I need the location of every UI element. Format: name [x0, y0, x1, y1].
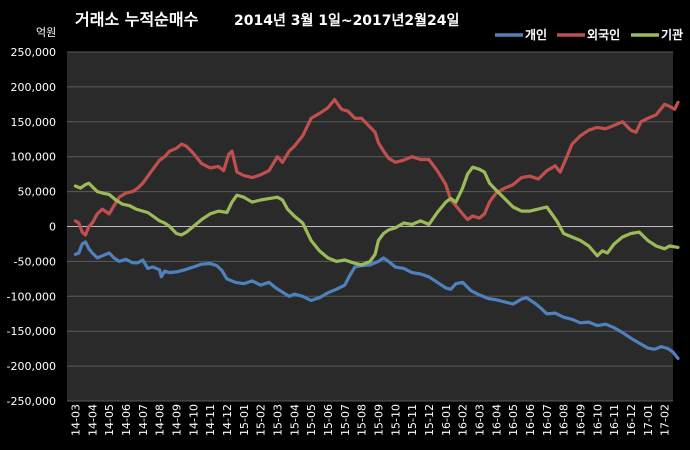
- x-tick-label: 14-06: [120, 404, 133, 436]
- y-tick-label: -50,000: [14, 255, 56, 268]
- x-tick-label: 16-07: [541, 404, 554, 436]
- x-tick-label: 16-03: [473, 404, 486, 436]
- y-axis-unit-label: 억원: [36, 26, 56, 39]
- x-tick-label: 15-07: [339, 404, 352, 436]
- x-tick-label: 16-08: [558, 404, 571, 436]
- legend: 개인 외국인 기관: [495, 27, 683, 42]
- series-lines: [73, 97, 680, 360]
- x-tick-label: 15-05: [305, 404, 318, 436]
- x-tick-label: 16-10: [591, 404, 604, 436]
- y-tick-label: 250,000: [11, 46, 57, 59]
- legend-label-0: 개인: [525, 27, 547, 42]
- x-tick-label: 15-08: [356, 404, 369, 436]
- x-tick-label: 16-01: [440, 404, 453, 436]
- x-tick-label: 15-04: [288, 404, 301, 436]
- legend-label-2: 기관: [661, 27, 683, 42]
- y-tick-label: -250,000: [7, 395, 56, 408]
- series-line-0: [73, 240, 680, 360]
- x-tick-label: 14-11: [204, 404, 217, 436]
- y-tick-label: -150,000: [7, 325, 56, 338]
- x-tick-label: 17-01: [642, 404, 655, 436]
- y-tick-label: 200,000: [11, 81, 57, 94]
- x-tick-label: 14-07: [137, 404, 150, 436]
- x-axis-ticks: 14-03 14-04 14-05 14-06 14-07 14-08 14-09 14-10…: [69, 404, 671, 436]
- x-tick-label: 16-12: [625, 404, 638, 436]
- x-tick-label: 15-09: [372, 404, 385, 436]
- x-tick-label: 14-04: [86, 404, 99, 436]
- x-tick-label: 14-08: [154, 404, 167, 436]
- series-line-1: [73, 97, 680, 237]
- x-tick-label: 17-02: [659, 404, 672, 436]
- x-tick-label: 16-09: [574, 404, 587, 436]
- chart-subtitle: 2014년 3월 1일~2017년2월24일: [234, 12, 459, 29]
- chart-title: 거래소 누적순매수: [75, 10, 199, 29]
- y-tick-label: -200,000: [7, 360, 56, 373]
- x-tick-label: 14-09: [170, 404, 183, 436]
- x-tick-label: 16-11: [608, 404, 621, 436]
- x-tick-label: 15-12: [423, 404, 436, 436]
- x-tick-label: 15-11: [406, 404, 419, 436]
- y-tick-label: 150,000: [11, 116, 57, 129]
- x-tick-label: 15-06: [322, 404, 335, 436]
- x-tick-label: 15-02: [255, 404, 268, 436]
- legend-label-1: 외국인: [587, 27, 620, 42]
- x-tick-label: 16-04: [490, 404, 503, 436]
- x-tick-label: 14-12: [221, 404, 234, 436]
- y-tick-label: 0: [49, 221, 56, 234]
- x-tick-label: 14-10: [187, 404, 200, 436]
- x-tick-label: 16-06: [524, 404, 537, 436]
- y-tick-label: 100,000: [11, 151, 57, 164]
- y-tick-label: 50,000: [18, 186, 57, 199]
- x-tick-label: 14-03: [69, 404, 82, 436]
- y-axis-ticks: -250,000 -200,000 -150,000 -100,000 -50,000 0…: [7, 46, 56, 408]
- x-tick-label: 15-03: [271, 404, 284, 436]
- series-line-2: [73, 165, 680, 267]
- y-tick-label: -100,000: [7, 290, 56, 303]
- x-tick-label: 15-10: [389, 404, 402, 436]
- x-tick-label: 16-05: [507, 404, 520, 436]
- x-tick-label: 16-02: [457, 404, 470, 436]
- x-tick-label: 14-05: [103, 404, 116, 436]
- x-tick-label: 15-01: [238, 404, 251, 436]
